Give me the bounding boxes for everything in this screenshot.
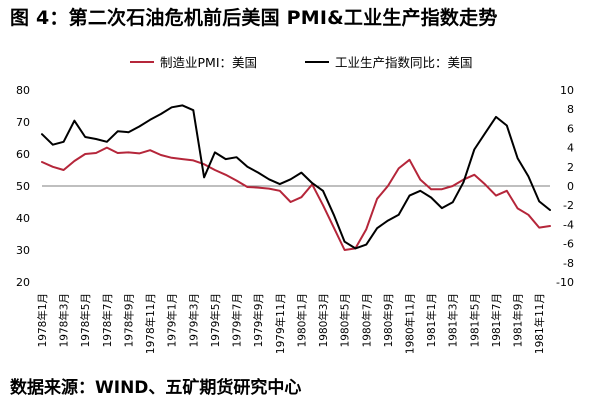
x-tick-label: 1978年11月 [144,293,157,354]
x-tick-label: 1980年9月 [382,293,395,347]
legend-label-ip: 工业生产指数同比：美国 [335,55,473,70]
x-tick-label: 1978年9月 [122,293,135,347]
series-line-pmi [41,146,551,251]
x-tick-label: 1980年11月 [403,293,416,354]
y-right-tick-label: -10 [556,276,574,289]
y-right-tick-label: 10 [560,84,574,97]
y-left-tick-label: 60 [16,148,30,161]
y-right-tick-label: -2 [563,199,574,212]
y-right-tick-label: 2 [567,161,574,174]
x-tick-label: 1980年5月 [339,293,352,347]
legend-label-pmi: 制造业PMI：美国 [160,55,258,70]
x-tick-label: 1979年1月 [166,293,179,347]
x-tick-label: 1979年5月 [209,293,222,347]
x-tick-label: 1979年7月 [231,293,244,347]
legend-swatch-pmi [130,60,154,63]
y-left-tick-label: 70 [16,116,30,129]
chart-title: 图 4：第二次石油危机前后美国 PMI&工业生产指数走势 [10,7,498,29]
y-right-tick-label: -4 [563,218,574,231]
x-tick-label: 1978年5月 [79,293,92,347]
x-tick-label: 1980年1月 [295,293,308,347]
x-tick-label: 1978年1月 [36,293,49,347]
x-tick-label: 1981年3月 [447,293,460,347]
chart-legend: 制造业PMI：美国 工业生产指数同比：美国 [130,52,473,71]
legend-swatch-ip [305,60,330,63]
y-left-tick-label: 20 [16,276,30,289]
x-tick-label: 1981年7月 [490,293,503,347]
y-left-tick-label: 40 [16,212,30,225]
x-tick-label: 1981年1月 [425,293,438,347]
series-line-ip [41,104,551,250]
x-tick-label: 1981年5月 [468,293,481,347]
x-tick-label: 1978年3月 [58,293,71,347]
y-left-tick-label: 50 [16,180,30,193]
y-right-tick-label: 6 [567,122,574,135]
x-tick-label: 1981年11月 [533,293,546,354]
y-right-tick-label: -8 [563,257,574,270]
y-left-tick-label: 80 [16,84,30,97]
source-note: 数据来源：WIND、五矿期货研究中心 [10,378,302,398]
x-tick-label: 1978年7月 [101,293,114,347]
x-tick-label: 1979年3月 [187,293,200,347]
x-tick-label: 1980年7月 [360,293,373,347]
y-right-tick-label: 4 [567,142,574,155]
y-right-tick-label: 8 [567,103,574,116]
legend-item-ip: 工业生产指数同比：美国 [305,52,473,71]
x-tick-label: 1981年9月 [512,293,525,347]
x-tick-label: 1979年11月 [274,293,287,354]
y-right-tick-label: 0 [567,180,574,193]
y-right-tick-label: -6 [563,238,574,251]
y-left-tick-label: 30 [16,244,30,257]
x-tick-label: 1979年9月 [252,293,265,347]
legend-item-pmi: 制造业PMI：美国 [130,52,257,71]
x-tick-label: 1980年3月 [317,293,330,347]
